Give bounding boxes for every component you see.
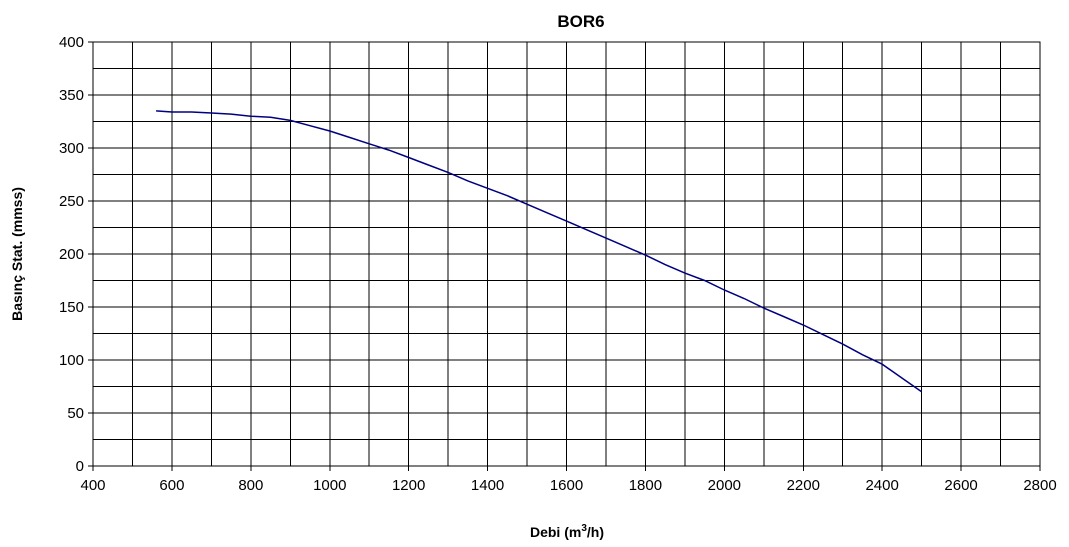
x-tick-label: 1200 [392,477,425,494]
x-tick-label: 600 [159,477,184,494]
series-line [156,110,923,393]
y-tick-label: 0 [76,458,84,475]
x-tick-label: 800 [238,477,263,494]
y-tick-label: 400 [59,34,84,51]
x-tick-label: 1600 [550,477,583,494]
x-tick-label: 1400 [471,477,504,494]
y-tick-label: 350 [59,87,84,104]
y-tick-label: 50 [67,405,84,422]
x-tick-label: 2400 [865,477,898,494]
x-tick-label: 400 [80,477,105,494]
y-tick-label: 200 [59,246,84,263]
x-tick-label: 1800 [629,477,662,494]
tick-marks [88,41,1041,471]
x-tick-label: 2200 [787,477,820,494]
x-axis-tick-labels: 400 600 800 1000 1200 1400 1600 1800 2000 2200 240… [80,477,1056,494]
x-tick-label: 2800 [1023,477,1056,494]
x-tick-label: 2000 [708,477,741,494]
y-tick-label: 150 [59,299,84,316]
x-axis-label: Debi (m3/h) [530,523,604,540]
chart-title: BOR6 [557,12,604,31]
y-tick-label: 250 [59,193,84,210]
grid [93,42,1040,466]
y-tick-label: 100 [59,352,84,369]
y-axis-label: Basınç Stat. (mmss) [9,187,25,321]
x-tick-label: 1000 [313,477,346,494]
y-axis-tick-labels: 0 50 100 150 200 250 300 350 400 [59,34,84,475]
x-tick-label: 2600 [944,477,977,494]
y-tick-label: 300 [59,140,84,157]
